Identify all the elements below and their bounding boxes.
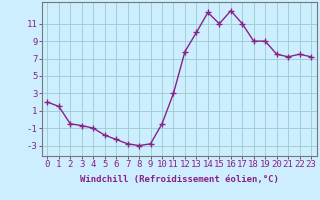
X-axis label: Windchill (Refroidissement éolien,°C): Windchill (Refroidissement éolien,°C) bbox=[80, 175, 279, 184]
